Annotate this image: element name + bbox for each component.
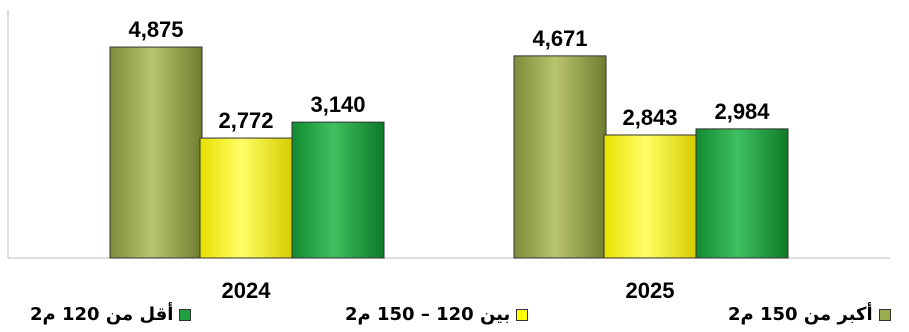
bar-2025-series-0 <box>513 55 607 259</box>
data-label: 4,671 <box>532 26 587 51</box>
bar-2024-series-1 <box>199 137 293 259</box>
legend-swatch-icon <box>179 308 192 321</box>
x-tick-label: 2024 <box>222 278 272 300</box>
data-label: 2,843 <box>622 105 677 130</box>
data-label: 2,772 <box>218 108 273 133</box>
data-label: 3,140 <box>310 92 365 117</box>
legend-label: بين 120 – 150 م2 <box>345 304 511 325</box>
legend-swatch-icon <box>878 308 891 321</box>
legend-item-over-150: أكبر من 150 م2 <box>728 304 891 325</box>
bar-2025-series-1 <box>603 134 697 259</box>
data-label: 2,984 <box>714 99 770 124</box>
legend-label: أقل من 120 م2 <box>30 304 174 325</box>
bar-2025-series-2 <box>695 128 789 259</box>
legend-swatch-icon <box>516 308 529 321</box>
legend-item-120-150: بين 120 – 150 م2 <box>345 304 529 325</box>
bar-2024-series-2 <box>291 121 385 259</box>
bar-2024-series-0 <box>109 46 203 259</box>
bar-chart: 4,875 2,772 3,140 2024 4,671 2,843 2,984 2025 <box>7 10 890 300</box>
data-label: 4,875 <box>128 17 183 42</box>
legend-item-under-120: أقل من 120 م2 <box>30 304 192 325</box>
x-tick-label: 2025 <box>626 278 675 300</box>
legend-label: أكبر من 150 م2 <box>728 304 873 325</box>
legend: أقل من 120 م2 بين 120 – 150 م2 أكبر من 1… <box>0 302 909 332</box>
